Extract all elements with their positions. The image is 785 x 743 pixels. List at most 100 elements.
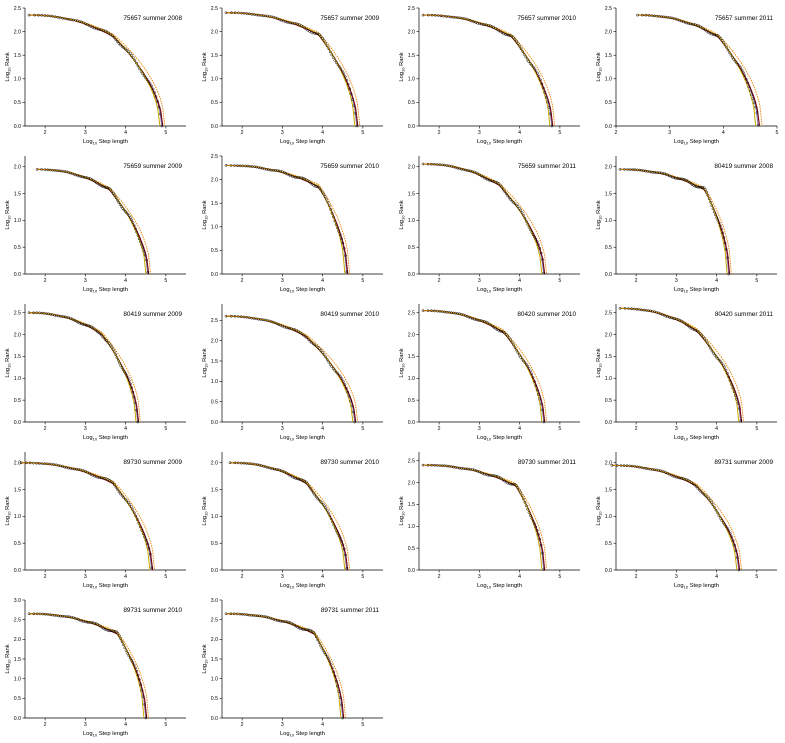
data-point — [270, 617, 274, 621]
y-axis-label: Log10 Rank — [5, 200, 12, 229]
data-point — [306, 482, 309, 486]
data-point — [661, 171, 665, 175]
data-point — [130, 658, 133, 662]
data-point — [701, 186, 705, 189]
data-point — [500, 185, 504, 189]
data-point — [483, 23, 487, 27]
y-tick-label: 1.5 — [211, 53, 218, 59]
data-point — [272, 168, 276, 172]
data-point — [233, 11, 237, 15]
data-point — [723, 43, 727, 47]
data-point — [339, 537, 342, 540]
y-tick-label: 2.5 — [605, 6, 612, 12]
data-point — [303, 335, 307, 338]
x-axis-label: Log10 Step length — [674, 435, 719, 442]
fit-curve-orange — [226, 315, 359, 423]
data-point — [337, 230, 341, 233]
fit-curve-orange — [612, 464, 742, 571]
data-point — [245, 315, 248, 319]
data-point — [334, 679, 338, 683]
data-point — [679, 177, 683, 181]
data-point — [727, 375, 731, 379]
data-point — [68, 615, 72, 619]
fit-curve-orange — [29, 14, 166, 127]
fit-curve-orange — [29, 312, 141, 423]
data-point — [667, 174, 671, 178]
data-point — [715, 216, 719, 219]
y-tick-label: 0.0 — [14, 124, 21, 130]
data-point — [491, 474, 494, 477]
x-tick-label: 3 — [478, 574, 481, 580]
data-point — [325, 358, 329, 361]
y-tick-label: 2.0 — [14, 461, 21, 467]
data-point — [342, 72, 346, 76]
data-point — [107, 31, 111, 35]
data-point — [122, 208, 126, 212]
data-point — [343, 383, 347, 387]
data-point — [504, 333, 508, 336]
data-point — [73, 467, 76, 471]
data-point — [515, 203, 518, 207]
fit-curve-grey — [226, 613, 344, 719]
fit-curve-dark — [29, 14, 164, 127]
data-point — [237, 11, 240, 15]
data-point — [114, 353, 118, 356]
data-point — [718, 224, 722, 228]
x-axis-label: Log10 Step length — [674, 583, 719, 590]
data-point — [726, 372, 729, 375]
data-point — [98, 476, 101, 480]
y-axis-label: Log10 Rank — [202, 644, 209, 673]
data-point — [550, 124, 554, 128]
data-point — [233, 314, 237, 318]
data-point — [426, 162, 430, 166]
data-point — [338, 696, 342, 699]
fit-curve-grey — [226, 315, 356, 423]
data-point — [756, 124, 760, 127]
data-point — [623, 307, 627, 310]
data-point — [112, 35, 116, 39]
data-point — [125, 211, 128, 215]
data-point — [739, 66, 743, 70]
data-point — [495, 28, 499, 31]
data-point — [340, 237, 343, 241]
data-point — [325, 508, 329, 512]
data-point — [127, 50, 130, 54]
y-tick-label: 1.5 — [408, 354, 415, 360]
data-point — [141, 532, 145, 535]
data-point — [33, 13, 36, 17]
data-point — [523, 361, 527, 364]
data-point — [336, 226, 339, 230]
data-point — [430, 463, 433, 467]
x-tick-label: 2 — [241, 426, 244, 432]
data-point — [311, 491, 315, 495]
chart-panel: 0.0 0.5 1.0 1.5 2.0 2.5 2 3 4 5 89730 summer 2011 L… — [394, 444, 590, 592]
x-axis-label: Log10 Step length — [280, 435, 325, 442]
y-tick-label: 1.0 — [211, 514, 218, 520]
data-point — [112, 191, 115, 195]
x-tick-label: 2 — [44, 574, 47, 580]
data-point — [654, 171, 658, 174]
data-point — [635, 307, 639, 311]
fit-curve-grey — [423, 464, 545, 571]
data-point — [481, 319, 485, 323]
y-tick-label: 2.5 — [14, 311, 21, 317]
y-axis-label: Log10 Rank — [202, 52, 209, 81]
data-point — [530, 372, 534, 376]
data-point — [242, 315, 246, 319]
data-point — [708, 498, 712, 502]
data-point — [675, 317, 678, 321]
data-point — [478, 319, 481, 322]
data-point — [516, 205, 520, 208]
data-point — [538, 247, 542, 250]
data-point — [522, 359, 525, 363]
data-point — [333, 219, 337, 223]
data-point — [25, 461, 28, 465]
data-point — [479, 319, 483, 323]
data-point — [494, 180, 497, 184]
data-point — [102, 185, 105, 189]
data-point — [472, 317, 476, 321]
data-point — [38, 612, 42, 616]
x-tick-label: 3 — [675, 278, 678, 284]
data-point — [38, 311, 41, 315]
data-point — [427, 13, 430, 17]
